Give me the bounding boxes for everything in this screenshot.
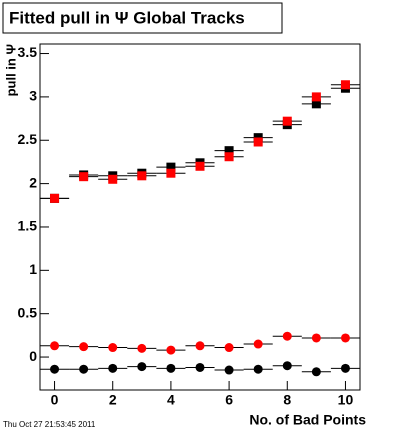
y-tick-label: 2.5 xyxy=(18,131,38,147)
x-tick-label: 2 xyxy=(109,392,117,408)
marker xyxy=(50,364,60,374)
marker xyxy=(108,174,118,184)
marker xyxy=(79,364,89,374)
marker xyxy=(282,116,292,126)
x-tick-label: 4 xyxy=(167,392,175,408)
y-tick-label: 1.5 xyxy=(18,218,38,234)
marker xyxy=(166,363,176,373)
marker xyxy=(108,363,118,373)
title-box xyxy=(2,2,283,34)
marker xyxy=(311,99,321,109)
marker xyxy=(340,80,350,90)
marker xyxy=(79,342,89,352)
marker xyxy=(137,343,147,353)
marker xyxy=(195,341,205,351)
y-axis-label: pull in Ψ xyxy=(3,44,18,96)
x-tick-label: 10 xyxy=(338,392,354,408)
y-tick-label: 1 xyxy=(29,261,37,277)
marker xyxy=(50,193,60,203)
marker xyxy=(311,92,321,102)
marker xyxy=(79,172,89,182)
marker xyxy=(195,362,205,372)
x-tick-label: 8 xyxy=(283,392,291,408)
marker xyxy=(340,333,350,343)
marker xyxy=(195,161,205,171)
marker xyxy=(311,367,321,377)
marker xyxy=(224,146,234,156)
y-tick-label: 3.5 xyxy=(18,44,38,60)
plot-frame xyxy=(39,43,361,391)
marker xyxy=(166,162,176,172)
marker xyxy=(224,343,234,353)
marker xyxy=(166,168,176,178)
x-tick-label: 6 xyxy=(225,392,233,408)
marker xyxy=(224,365,234,375)
marker xyxy=(253,339,263,349)
marker xyxy=(340,363,350,373)
x-axis-label: No. of Bad Points xyxy=(249,412,366,428)
marker xyxy=(50,341,60,351)
y-tick-label: 3 xyxy=(29,88,37,104)
marker xyxy=(166,345,176,355)
marker xyxy=(282,331,292,341)
y-tick-label: 0.5 xyxy=(18,304,38,320)
marker xyxy=(108,343,118,353)
marker xyxy=(137,171,147,181)
marker xyxy=(311,333,321,343)
marker xyxy=(282,361,292,371)
y-tick-label: 2 xyxy=(29,174,37,190)
marker xyxy=(224,152,234,162)
x-tick-label: 0 xyxy=(51,392,59,408)
marker xyxy=(253,364,263,374)
timestamp: Thu Oct 27 21:53:45 2011 xyxy=(3,420,96,429)
chart-title: Fitted pull in Ψ Global Tracks xyxy=(9,8,245,27)
marker xyxy=(137,362,147,372)
y-tick-label: 0 xyxy=(29,348,37,364)
marker xyxy=(253,137,263,147)
